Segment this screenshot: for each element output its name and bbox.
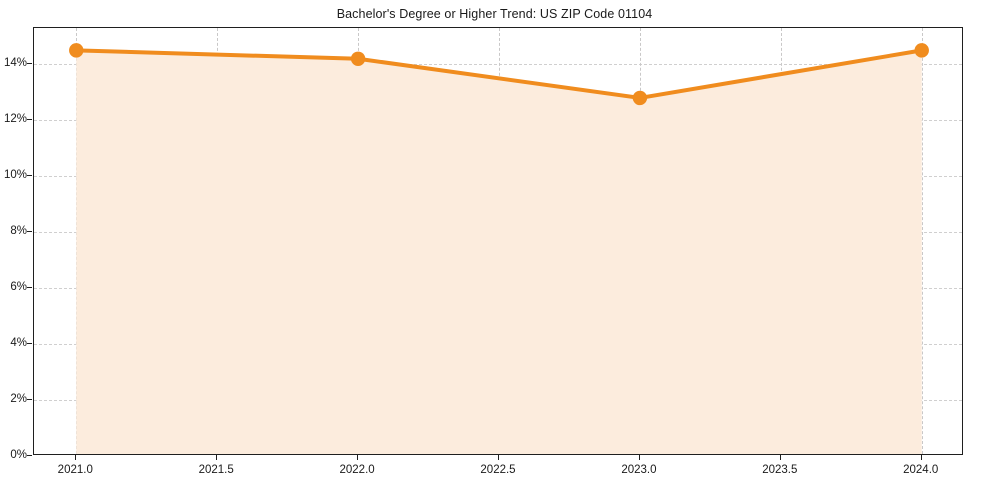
x-axis-tick-label: 2022.5 xyxy=(480,464,516,476)
y-axis-tick-label: 8% xyxy=(10,225,27,238)
y-axis-tick-mark xyxy=(27,231,32,233)
data-point xyxy=(632,90,648,106)
y-axis-tick-label: 12% xyxy=(3,113,27,126)
y-axis-tick-label: 4% xyxy=(10,337,27,350)
y-axis-tick-mark xyxy=(27,175,32,177)
x-axis-tick-label: 2022.0 xyxy=(339,464,375,476)
y-axis-tick-label: 0% xyxy=(10,449,27,461)
x-axis-tick-label: 2024.0 xyxy=(903,464,939,476)
chart-title: Bachelor's Degree or Higher Trend: US ZI… xyxy=(336,7,653,21)
y-axis-tick-label: 10% xyxy=(3,169,27,182)
x-axis-tick-mark xyxy=(75,455,77,460)
y-axis-tick-marks xyxy=(0,27,33,456)
y-axis-tick-mark xyxy=(27,119,32,121)
x-axis-tick-label: 2023.5 xyxy=(762,464,798,476)
y-axis-tick-label: 14% xyxy=(3,57,27,70)
data-point-markers xyxy=(69,43,929,106)
x-axis-tick-label: 2023.0 xyxy=(621,464,657,476)
gridline-vertical xyxy=(921,28,923,454)
y-axis-tick-label: 2% xyxy=(10,393,27,406)
y-axis-tick-mark xyxy=(27,399,32,401)
y-axis-tick-mark xyxy=(27,343,32,345)
x-axis-tick-mark xyxy=(216,455,218,460)
y-axis-tick-label: 6% xyxy=(10,281,27,294)
x-axis-tick-layer: 2021.0 2021.5 2022.0 2022.5 2023.0 2023.5 2024… xyxy=(33,455,963,490)
x-axis-tick-label: 2021.5 xyxy=(198,464,234,476)
series-layer xyxy=(69,43,929,454)
x-axis-tick-mark xyxy=(779,455,781,460)
y-axis-tick-labels: 0% 2% 4% 6% 8% 10% 12% 14% xyxy=(0,27,27,461)
data-point xyxy=(350,51,366,66)
y-axis-tick-mark xyxy=(27,455,32,456)
y-axis-tick-mark xyxy=(27,287,32,289)
y-axis-tick-mark xyxy=(27,63,32,65)
plot-area xyxy=(33,27,963,455)
x-axis-tick-mark xyxy=(357,455,359,460)
data-point xyxy=(69,43,84,58)
gridline-horizontal xyxy=(34,64,962,66)
trend-line xyxy=(74,48,924,100)
x-axis-tick-mark xyxy=(638,455,640,460)
plot-inner xyxy=(34,28,962,454)
x-axis-tick-mark xyxy=(920,455,922,460)
x-axis-tick-label: 2021.0 xyxy=(57,464,93,476)
data-point xyxy=(914,43,929,58)
area-fill xyxy=(76,50,922,454)
x-axis-tick-mark xyxy=(498,455,499,460)
